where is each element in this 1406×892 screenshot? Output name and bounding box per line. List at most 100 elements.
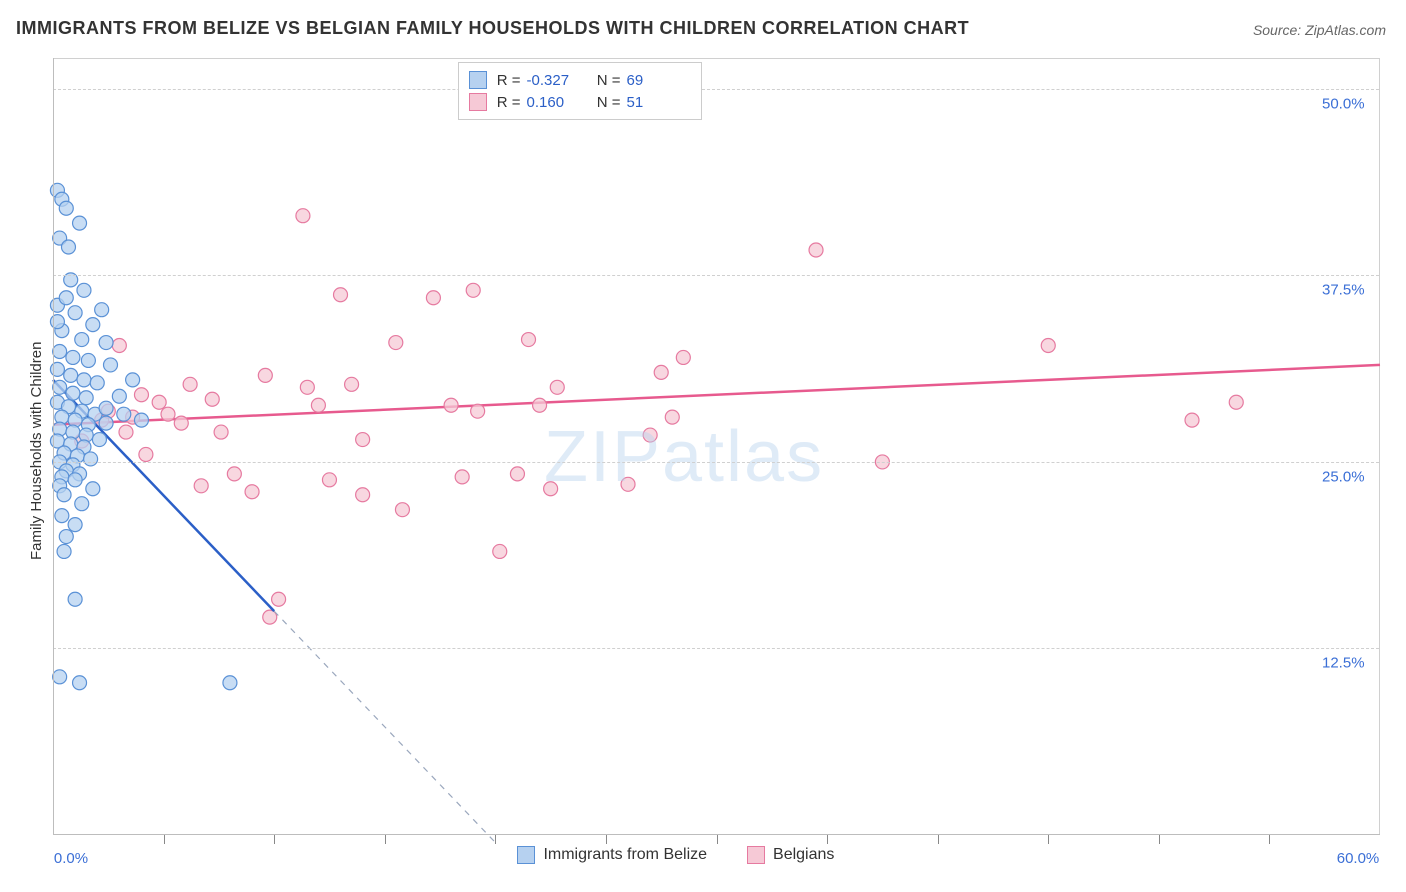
point-belize	[68, 473, 82, 487]
point-belgians	[1229, 395, 1243, 409]
point-belgians	[194, 479, 208, 493]
gridline	[53, 462, 1379, 463]
point-belgians	[356, 488, 370, 502]
point-belgians	[322, 473, 336, 487]
source-credit: Source: ZipAtlas.com	[1253, 22, 1386, 38]
point-belize	[53, 670, 67, 684]
legend-r: R =0.160	[497, 94, 587, 111]
y-axis-title: Family Households with Children	[28, 342, 45, 560]
point-belize	[99, 336, 113, 350]
legend-label: Immigrants from Belize	[543, 846, 707, 864]
y-tick-label: 12.5%	[1322, 655, 1365, 672]
gridline	[53, 275, 1379, 276]
point-belize	[90, 376, 104, 390]
trend-line-belgians	[53, 365, 1380, 425]
point-belize	[99, 416, 113, 430]
x-tick	[385, 834, 386, 844]
point-belgians	[258, 368, 272, 382]
x-tick	[938, 834, 939, 844]
point-belgians	[550, 380, 564, 394]
point-belize	[86, 482, 100, 496]
point-belize	[55, 509, 69, 523]
point-belize	[75, 333, 89, 347]
y-tick-label: 50.0%	[1322, 95, 1365, 112]
point-belize	[77, 373, 91, 387]
y-tick-label: 25.0%	[1322, 468, 1365, 485]
x-tick	[274, 834, 275, 844]
point-belgians	[161, 407, 175, 421]
point-belgians	[112, 339, 126, 353]
x-tick	[495, 834, 496, 844]
chart-title: IMMIGRANTS FROM BELIZE VS BELGIAN FAMILY…	[16, 18, 969, 39]
point-belgians	[466, 283, 480, 297]
legend-bottom: Immigrants from Belize Belgians	[517, 846, 834, 864]
point-belgians	[183, 377, 197, 391]
x-axis-line	[53, 834, 1380, 835]
x-tick	[164, 834, 165, 844]
point-belgians	[311, 398, 325, 412]
point-belize	[59, 201, 73, 215]
point-belize	[59, 291, 73, 305]
legend-stats-row-belgians: R =0.160 N =51	[469, 91, 687, 113]
point-belize	[104, 358, 118, 372]
point-belgians	[426, 291, 440, 305]
point-belize	[68, 306, 82, 320]
point-belgians	[533, 398, 547, 412]
point-belize	[64, 368, 78, 382]
gridline	[53, 89, 1379, 90]
legend-bottom-item-belgians: Belgians	[747, 846, 834, 864]
point-belgians	[345, 377, 359, 391]
point-belgians	[1185, 413, 1199, 427]
point-belize	[84, 452, 98, 466]
point-belgians	[134, 388, 148, 402]
trend-line-belize-extension	[274, 611, 495, 842]
point-belgians	[296, 209, 310, 223]
x-tick	[1159, 834, 1160, 844]
x-tick-label: 60.0%	[1337, 850, 1380, 867]
point-belize	[73, 216, 87, 230]
point-belgians	[654, 365, 668, 379]
x-tick	[827, 834, 828, 844]
legend-n: N =51	[597, 94, 687, 111]
point-belgians	[152, 395, 166, 409]
point-belize	[73, 676, 87, 690]
point-belize	[53, 380, 67, 394]
legend-n: N =69	[597, 72, 687, 89]
point-belize	[117, 407, 131, 421]
point-belgians	[455, 470, 469, 484]
legend-swatch	[517, 846, 535, 864]
x-tick	[606, 834, 607, 844]
x-tick	[1269, 834, 1270, 844]
x-tick	[717, 834, 718, 844]
point-belgians	[334, 288, 348, 302]
point-belgians	[389, 336, 403, 350]
point-belgians	[1041, 339, 1055, 353]
point-belize	[99, 401, 113, 415]
point-belize	[68, 592, 82, 606]
legend-swatch	[469, 71, 487, 89]
point-belize	[95, 303, 109, 317]
point-belgians	[356, 433, 370, 447]
plot-area: ZIPatlas	[53, 58, 1380, 834]
point-belgians	[139, 447, 153, 461]
legend-label: Belgians	[773, 846, 834, 864]
point-belgians	[227, 467, 241, 481]
point-belize	[92, 433, 106, 447]
legend-swatch	[747, 846, 765, 864]
point-belize	[66, 350, 80, 364]
point-belgians	[493, 544, 507, 558]
point-belgians	[510, 467, 524, 481]
point-belgians	[174, 416, 188, 430]
point-belize	[57, 488, 71, 502]
point-belgians	[643, 428, 657, 442]
y-tick-label: 37.5%	[1322, 282, 1365, 299]
point-belgians	[245, 485, 259, 499]
legend-r: R =-0.327	[497, 72, 587, 89]
point-belize	[134, 413, 148, 427]
legend-swatch	[469, 93, 487, 111]
point-belgians	[809, 243, 823, 257]
point-belize	[53, 344, 67, 358]
point-belgians	[119, 425, 133, 439]
point-belgians	[205, 392, 219, 406]
point-belize	[75, 497, 89, 511]
